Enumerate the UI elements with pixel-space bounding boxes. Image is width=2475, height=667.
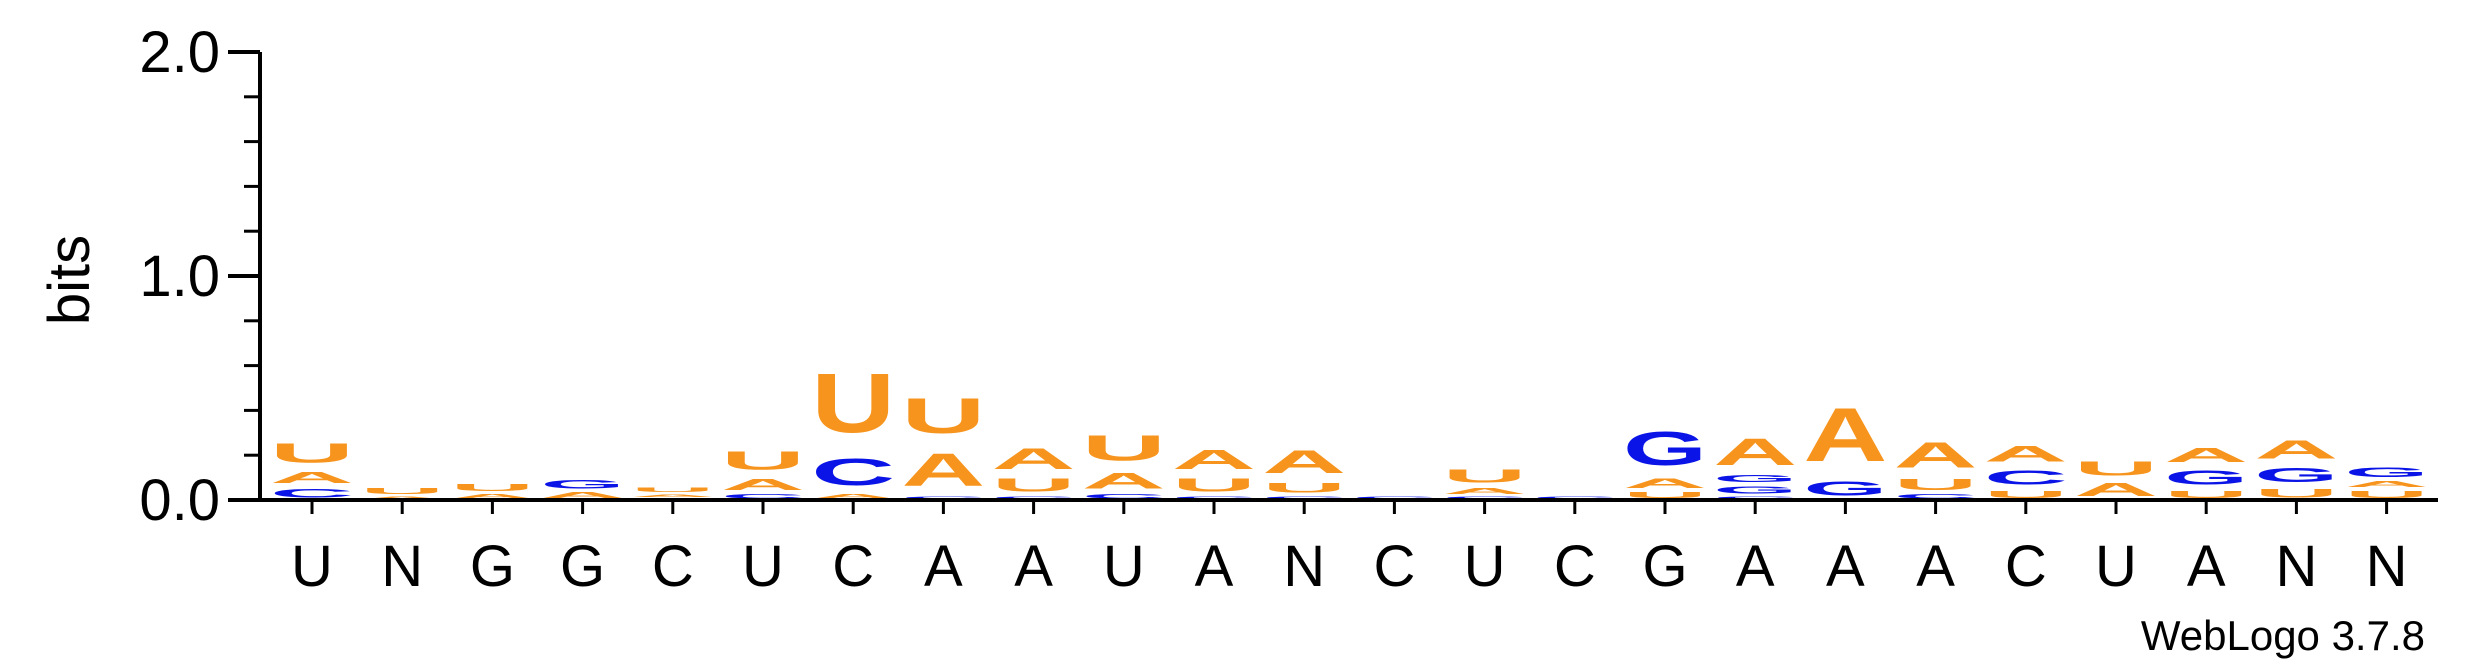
x-tick-label: U xyxy=(291,534,333,599)
logo-letter-U: U xyxy=(721,446,805,475)
logo-letter-A: A xyxy=(360,496,444,500)
y-axis: bits 0.0 1.0 2.0 xyxy=(37,20,2438,533)
logo-letter-A: A xyxy=(450,493,534,500)
logo-letter-U: U xyxy=(1082,429,1166,469)
logo-letter-A: A xyxy=(1262,444,1346,480)
x-tick-label: A xyxy=(1195,534,1234,599)
y-tick-label: 2.0 xyxy=(139,20,220,85)
logo-letter-A: A xyxy=(1623,475,1707,491)
logo-letter-U: U xyxy=(1172,475,1256,495)
logo-letter-U: U xyxy=(1623,491,1707,500)
logo-letter-C: C xyxy=(270,486,354,499)
x-tick-label: N xyxy=(2275,534,2317,599)
logo-letter-U: U xyxy=(631,487,715,494)
logo-letter-A: A xyxy=(811,493,895,500)
logo-letter-C: C xyxy=(1082,493,1166,500)
logo-letter-G: G xyxy=(2254,464,2338,486)
x-tick-label: A xyxy=(924,534,963,599)
logo-letter-G: G xyxy=(1803,478,1887,500)
x-tick-label: A xyxy=(2187,534,2226,599)
logo-letter-A: A xyxy=(2254,435,2338,464)
logo-letter-U: U xyxy=(1443,466,1527,486)
logo-letter-U: U xyxy=(901,388,985,444)
logo-letter-G: G xyxy=(1623,421,1707,475)
logo-letter-A: A xyxy=(2074,480,2158,500)
logo-stacks: CAUAUAUAGCAUCAUACUCAUCUACAUCUACUACCAUCUA… xyxy=(270,357,2429,500)
logo-letter-A: A xyxy=(1803,392,1887,477)
x-tick-label: G xyxy=(1642,534,1687,599)
logo-letter-U: U xyxy=(270,437,354,468)
logo-letter-A: A xyxy=(1984,442,2068,467)
x-tick-label: C xyxy=(652,534,694,599)
logo-letter-U: U xyxy=(2164,489,2248,500)
logo-letter-C: C xyxy=(1533,496,1617,500)
weblogo-credit: WebLogo 3.7.8 xyxy=(2141,612,2425,659)
logo-letter-A: A xyxy=(270,469,354,487)
y-tick-label: 0.0 xyxy=(139,468,220,533)
x-tick-label: U xyxy=(1464,534,1506,599)
logo-letter-G: G xyxy=(1713,484,1797,495)
x-tick-label: G xyxy=(470,534,515,599)
logo-letter-A: A xyxy=(721,475,805,493)
logo-letter-G: G xyxy=(1713,473,1797,484)
logo-letter-U: U xyxy=(992,475,1076,495)
logo-letter-U: U xyxy=(2345,489,2429,500)
logo-letter-A: A xyxy=(2164,444,2248,467)
logo-letter-G: G xyxy=(541,478,625,491)
logo-letter-C: C xyxy=(1984,466,2068,489)
logo-letter-C: C xyxy=(1352,496,1436,500)
x-tick-label: C xyxy=(832,534,874,599)
logo-letter-C: C xyxy=(1443,496,1527,500)
x-tick-label: C xyxy=(1373,534,1415,599)
logo-letter-C: C xyxy=(1172,496,1256,500)
x-tick-label: A xyxy=(1826,534,1865,599)
logo-letter-C: C xyxy=(1713,496,1797,500)
logo-letter-A: A xyxy=(2345,480,2429,489)
logo-letter-U: U xyxy=(1262,480,1346,496)
logo-letter-A: A xyxy=(1713,431,1797,473)
logo-letter-U: U xyxy=(1894,475,1978,493)
logo-letter-C: C xyxy=(811,451,895,493)
logo-letter-U: U xyxy=(450,482,534,493)
x-tick-label: U xyxy=(1103,534,1145,599)
x-tick-label: U xyxy=(2095,534,2137,599)
logo-letter-G: G xyxy=(2345,464,2429,480)
logo-letter-C: C xyxy=(721,493,805,500)
logo-letter-C: C xyxy=(1262,496,1346,500)
x-tick-label: U xyxy=(742,534,784,599)
logo-letter-A: A xyxy=(541,491,625,500)
logo-letter-A: A xyxy=(1172,444,1256,475)
x-tick-label: N xyxy=(1283,534,1325,599)
logo-letter-G: G xyxy=(2164,467,2248,489)
logo-letter-U: U xyxy=(2074,457,2158,480)
x-tick-label: C xyxy=(1554,534,1596,599)
x-tick-label: N xyxy=(381,534,423,599)
logo-letter-A: A xyxy=(1082,468,1166,493)
logo-letter-A: A xyxy=(631,493,715,497)
logo-letter-C: C xyxy=(992,496,1076,500)
y-tick-label: 1.0 xyxy=(139,244,220,309)
x-tick-label: G xyxy=(560,534,605,599)
x-tick-label: N xyxy=(2366,534,2408,599)
x-tick-label: C xyxy=(2005,534,2047,599)
x-tick-label: A xyxy=(1736,534,1775,599)
x-tick-label: A xyxy=(1916,534,1955,599)
x-tick-label: A xyxy=(1014,534,1053,599)
logo-letter-U: U xyxy=(360,487,444,496)
logo-letter-A: A xyxy=(992,442,1076,476)
logo-letter-U: U xyxy=(1984,489,2068,500)
logo-letter-C: C xyxy=(1894,493,1978,500)
logo-letter-A: A xyxy=(1443,487,1527,496)
logo-letter-U: U xyxy=(811,357,895,451)
y-axis-label: bits xyxy=(37,235,102,325)
logo-letter-A: A xyxy=(901,444,985,495)
logo-letter-U: U xyxy=(2254,486,2338,499)
logo-letter-C: C xyxy=(901,496,985,500)
logo-letter-A: A xyxy=(1894,435,1978,475)
